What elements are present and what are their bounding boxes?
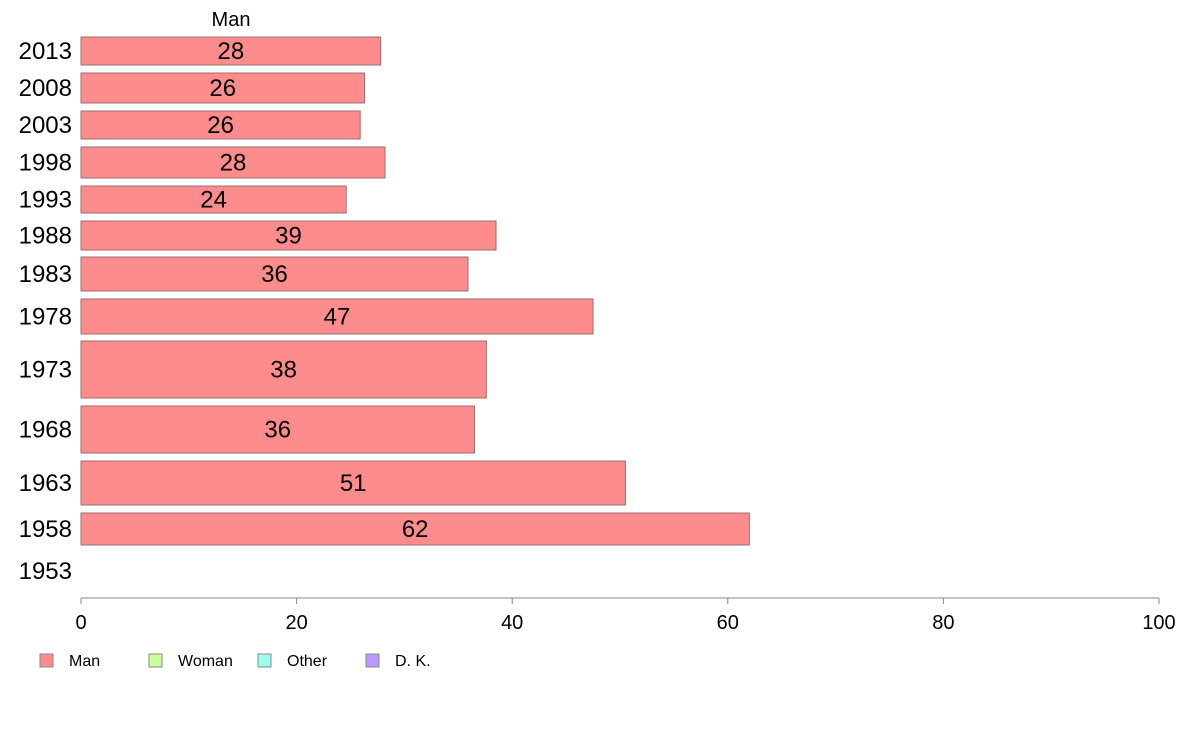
bar-man-2003 bbox=[80, 110, 361, 140]
legend: Man Woman Other D. K. bbox=[39, 653, 431, 670]
year-label-2013: 2013 bbox=[19, 38, 72, 65]
bar-value-label-2003: 26 bbox=[207, 112, 234, 139]
x-tick-label-60: 60 bbox=[717, 612, 739, 634]
x-tick-label-80: 80 bbox=[932, 612, 954, 634]
bar-value-label-1988: 39 bbox=[275, 223, 302, 250]
legend-swatch-0 bbox=[39, 653, 54, 668]
legend-label-2: Other bbox=[287, 653, 328, 670]
legend-label-3: D. K. bbox=[395, 653, 431, 670]
legend-swatch-2 bbox=[257, 653, 272, 668]
bar-value-label-1998: 28 bbox=[220, 150, 247, 177]
bar-value-label-1968: 36 bbox=[264, 417, 291, 444]
bar-man-1983 bbox=[80, 256, 469, 292]
bar-man-1988 bbox=[80, 220, 497, 251]
bar-man-1973 bbox=[80, 340, 487, 399]
series-top-label: Man bbox=[212, 9, 251, 31]
x-axis: 0 20 40 60 80 100 bbox=[75, 597, 1176, 634]
year-labels-group: 2013 2008 2003 1998 1993 1988 1983 1978 1973 1968… bbox=[19, 38, 72, 585]
bar-value-label-2013: 28 bbox=[217, 38, 244, 65]
bar-man-1963 bbox=[80, 460, 626, 506]
year-label-1983: 1983 bbox=[19, 261, 72, 288]
x-tick-label-20: 20 bbox=[285, 612, 307, 634]
bar-value-label-1993: 24 bbox=[200, 187, 227, 214]
legend-swatch-3 bbox=[365, 653, 380, 668]
bar-man-2013 bbox=[80, 36, 382, 66]
x-tick-label-100: 100 bbox=[1142, 612, 1175, 634]
x-tick-label-40: 40 bbox=[501, 612, 523, 634]
year-label-1963: 1963 bbox=[19, 470, 72, 497]
year-label-1998: 1998 bbox=[19, 150, 72, 177]
x-tick-label-0: 0 bbox=[75, 612, 86, 634]
bar-man-2008 bbox=[80, 72, 366, 104]
year-label-1958: 1958 bbox=[19, 516, 72, 543]
bar-value-label-1973: 38 bbox=[270, 357, 297, 384]
year-label-1953: 1953 bbox=[19, 558, 72, 585]
year-label-1968: 1968 bbox=[19, 417, 72, 444]
bar-value-label-2008: 26 bbox=[209, 75, 236, 102]
year-label-1978: 1978 bbox=[19, 304, 72, 331]
bar-value-label-1958: 62 bbox=[402, 516, 429, 543]
bars-group: 28 26 26 28 24 39 36 47 38 36 51 62 bbox=[80, 36, 750, 546]
legend-label-1: Woman bbox=[178, 653, 233, 670]
bar-value-label-1983: 36 bbox=[261, 261, 288, 288]
bar-man-1993 bbox=[80, 185, 347, 214]
bar-man-1978 bbox=[80, 298, 594, 335]
year-label-1973: 1973 bbox=[19, 357, 72, 384]
legend-swatch-1 bbox=[148, 653, 163, 668]
bar-man-1958 bbox=[80, 512, 750, 546]
bar-man-1998 bbox=[80, 146, 386, 179]
year-label-1988: 1988 bbox=[19, 223, 72, 250]
year-label-1993: 1993 bbox=[19, 187, 72, 214]
bar-value-label-1963: 51 bbox=[340, 470, 367, 497]
bar-value-label-1978: 47 bbox=[324, 304, 351, 331]
year-label-2003: 2003 bbox=[19, 112, 72, 139]
legend-label-0: Man bbox=[69, 653, 100, 670]
bar-man-1968 bbox=[80, 405, 475, 454]
year-label-2008: 2008 bbox=[19, 75, 72, 102]
